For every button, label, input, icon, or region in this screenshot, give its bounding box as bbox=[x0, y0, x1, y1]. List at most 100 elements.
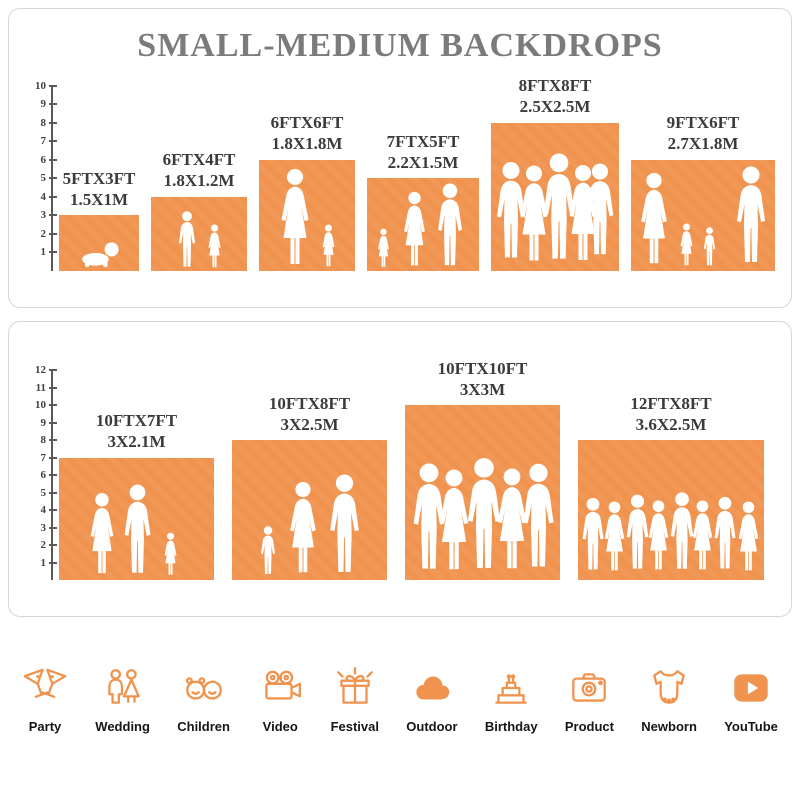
category-label: Birthday bbox=[484, 719, 538, 734]
backdrop-8ftx8ft: 8FTX8FT 2.5X2.5M bbox=[491, 75, 619, 271]
family-of-four-silhouette bbox=[641, 166, 765, 265]
category-label: Party bbox=[28, 719, 62, 734]
family-of-three-silhouette bbox=[261, 474, 359, 574]
large-group-silhouette bbox=[582, 492, 759, 571]
backdrop-bar bbox=[491, 122, 619, 271]
newborn-icon bbox=[646, 665, 692, 711]
youtube-icon bbox=[728, 665, 774, 711]
backdrop-bar bbox=[578, 440, 764, 580]
ruler-tick-9: 9 bbox=[30, 417, 57, 429]
category-label: Product bbox=[564, 719, 614, 734]
mother-and-child-silhouette bbox=[281, 168, 335, 266]
category-children[interactable]: Children bbox=[177, 665, 230, 734]
category-wedding[interactable]: Wedding bbox=[95, 665, 150, 734]
backdrop-9ftx6ft: 9FTX6FT 2.7X1.8M bbox=[631, 112, 775, 271]
ruler-tick-7: 7 bbox=[30, 452, 57, 464]
ruler-tick-5: 5 bbox=[30, 172, 57, 184]
ruler-tick-11: 11 bbox=[30, 382, 57, 394]
ruler-tick-12: 12 bbox=[30, 364, 57, 376]
category-label: Video bbox=[262, 719, 298, 734]
backdrop-bar bbox=[232, 440, 387, 580]
ruler-tick-1: 1 bbox=[30, 246, 57, 258]
size-m-label: 2.5X2.5M bbox=[519, 97, 591, 117]
size-ft-label: 12FTX8FT bbox=[630, 393, 712, 413]
festival-icon bbox=[332, 665, 378, 711]
size-m-label: 3.6X2.5M bbox=[635, 414, 707, 434]
top-size-chart: 1 2 3 4 5 6 7 8 9 10 5FTX3FT 1.5X1M 6FTX4FT 1.8X1… bbox=[19, 69, 781, 307]
backdrop-bar bbox=[59, 457, 214, 580]
ruler-tick-5: 5 bbox=[30, 487, 57, 499]
ruler-tick-3: 3 bbox=[30, 209, 57, 221]
ruler-tick-10: 10 bbox=[30, 80, 57, 92]
backdrop-bar bbox=[405, 405, 560, 580]
size-ft-label: 6FTX4FT bbox=[162, 150, 236, 169]
small-medium-backdrops-panel: SMALL-MEDIUM BACKDROPS 1 2 3 4 5 6 7 8 9 10 5FTX3… bbox=[8, 8, 792, 308]
size-m-label: 2.2X1.5M bbox=[387, 152, 459, 172]
size-ft-label: 10FTX8FT bbox=[268, 393, 351, 413]
category-youtube[interactable]: YouTube bbox=[724, 665, 778, 734]
top-chart-ruler: 1 2 3 4 5 6 7 8 9 10 bbox=[23, 80, 57, 271]
page-title: SMALL-MEDIUM BACKDROPS bbox=[137, 27, 663, 64]
category-label: Festival bbox=[330, 719, 379, 734]
ruler-tick-4: 4 bbox=[30, 504, 57, 516]
size-ft-label: 10FTX10FT bbox=[437, 358, 528, 378]
backdrop-5ftx3ft: 5FTX3FT 1.5X1M bbox=[59, 168, 139, 271]
category-festival[interactable]: Festival bbox=[331, 665, 379, 734]
size-ft-label: 9FTX6FT bbox=[666, 113, 740, 132]
ruler-tick-2: 2 bbox=[30, 228, 57, 240]
backdrop-bar bbox=[151, 196, 247, 271]
backdrop-12ftx8ft: 12FTX8FT 3.6X2.5M bbox=[578, 393, 764, 580]
category-bar: Party Wedding Children bbox=[0, 665, 800, 734]
category-party[interactable]: Party bbox=[22, 665, 68, 734]
children-icon bbox=[181, 665, 227, 711]
category-product[interactable]: Product bbox=[565, 665, 614, 734]
size-m-label: 3X3M bbox=[459, 379, 506, 399]
backdrop-6ftx4ft: 6FTX4FT 1.8X1.2M bbox=[151, 149, 247, 271]
size-m-label: 1.8X1.2M bbox=[163, 171, 235, 191]
ruler-tick-9: 9 bbox=[30, 98, 57, 110]
size-ft-label: 8FTX8FT bbox=[518, 76, 592, 95]
crawling-baby-silhouette bbox=[82, 242, 119, 268]
backdrop-bar bbox=[259, 159, 355, 271]
group-of-adults-silhouette bbox=[497, 153, 614, 260]
category-video[interactable]: Video bbox=[257, 665, 303, 734]
backdrop-size-label: 8FTX8FT 2.5X2.5M bbox=[519, 75, 592, 118]
backdrop-size-label: 6FTX4FT 1.8X1.2M bbox=[163, 149, 236, 192]
backdrop-size-label: 5FTX3FT 1.5X1M bbox=[63, 168, 136, 211]
ruler-tick-1: 1 bbox=[30, 557, 57, 569]
size-m-label: 3X2.1M bbox=[107, 432, 166, 452]
ruler-tick-2: 2 bbox=[30, 539, 57, 551]
category-label: YouTube bbox=[724, 719, 778, 734]
backdrop-10ftx8ft: 10FTX8FT 3X2.5M bbox=[232, 393, 387, 580]
size-ft-label: 6FTX6FT bbox=[270, 113, 344, 132]
category-outdoor[interactable]: Outdoor bbox=[406, 665, 458, 734]
backdrop-size-label: 6FTX6FT 1.8X1.8M bbox=[271, 112, 344, 155]
backdrop-7ftx5ft: 7FTX5FT 2.2X1.5M bbox=[367, 131, 479, 271]
backdrop-6ftx6ft: 6FTX6FT 1.8X1.8M bbox=[259, 112, 355, 271]
size-m-label: 2.7X1.8M bbox=[667, 134, 739, 154]
category-newborn[interactable]: Newborn bbox=[641, 665, 697, 734]
backdrop-size-label: 9FTX6FT 2.7X1.8M bbox=[667, 112, 740, 155]
backdrop-size-label: 10FTX7FT 3X2.1M bbox=[96, 410, 177, 453]
backdrop-size-label: 10FTX8FT 3X2.5M bbox=[269, 393, 350, 436]
category-label: Wedding bbox=[95, 719, 150, 734]
backdrop-bar bbox=[631, 159, 775, 271]
backdrop-bar bbox=[367, 178, 479, 271]
group-of-adults-silhouette bbox=[413, 458, 554, 570]
ruler-tick-8: 8 bbox=[30, 117, 57, 129]
size-m-label: 1.5X1M bbox=[69, 189, 129, 209]
size-ft-label: 10FTX7FT bbox=[95, 411, 178, 430]
wedding-icon bbox=[100, 665, 146, 711]
category-birthday[interactable]: Birthday bbox=[485, 665, 538, 734]
family-of-three-silhouette bbox=[378, 183, 462, 267]
backdrop-size-label: 12FTX8FT 3.6X2.5M bbox=[630, 393, 711, 436]
family-of-three-silhouette bbox=[90, 484, 177, 575]
ruler-tick-8: 8 bbox=[30, 434, 57, 446]
outdoor-icon bbox=[409, 665, 455, 711]
bottom-chart-ruler: 1 2 3 4 5 6 7 8 9 10 11 12 bbox=[23, 364, 57, 580]
backdrop-10ftx10ft: 10FTX10FT 3X3M bbox=[405, 358, 560, 580]
size-ft-label: 7FTX5FT bbox=[386, 131, 460, 151]
ruler-tick-6: 6 bbox=[30, 469, 57, 481]
size-m-label: 3X2.5M bbox=[280, 414, 339, 434]
ruler-tick-6: 6 bbox=[30, 154, 57, 166]
